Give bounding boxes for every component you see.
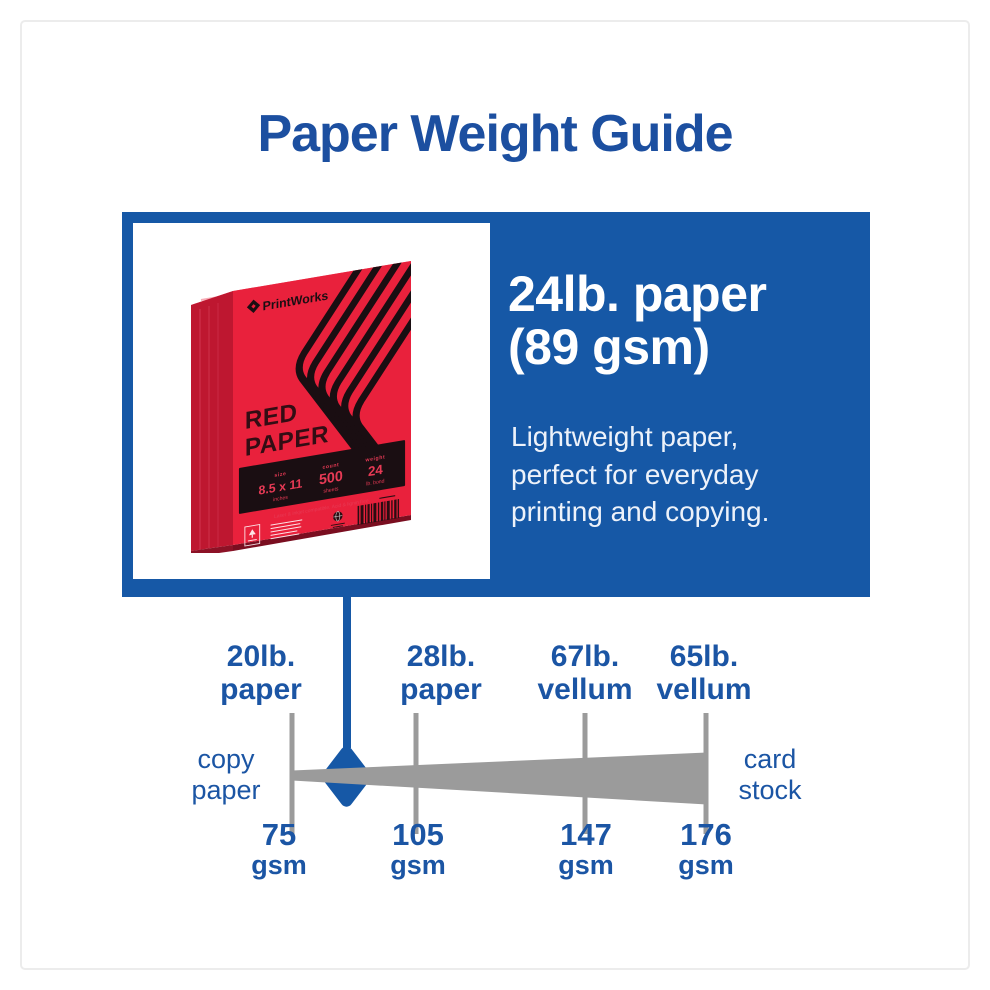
- spec-weight-label: weight: [365, 454, 386, 463]
- weight-scale-graphic: [289, 713, 709, 834]
- scale-point-label-28lb: 28lb. paper: [400, 640, 482, 706]
- spec-size-unit: inches: [273, 495, 288, 504]
- page-title: Paper Weight Guide: [257, 105, 733, 163]
- barcode: [357, 495, 400, 525]
- right-end-label: card stock: [738, 744, 802, 805]
- scale-point-label-67lb: 67lb. vellum: [537, 640, 633, 706]
- weight-guide-panel: PrintWorks RED PAPER size 8.5 x 11 inche…: [122, 212, 870, 597]
- feature-heading-line2: (89 gsm): [508, 319, 710, 375]
- spec-band: size 8.5 x 11 inches count 500 sheets we…: [238, 440, 406, 514]
- left-end-label: copy paper: [191, 744, 261, 805]
- gsm-label-176: 176 gsm: [678, 817, 734, 880]
- product-photo-panel: PrintWorks RED PAPER size 8.5 x 11 inche…: [133, 223, 490, 579]
- feature-heading: 24lb. paper (89 gsm): [508, 268, 767, 374]
- scale-point-label-65lb: 65lb. vellum: [656, 640, 752, 706]
- connector-line: [343, 596, 351, 748]
- ream-side-edge: [191, 291, 233, 551]
- spec-count-value: 500: [319, 468, 343, 488]
- spec-size-label: size: [274, 471, 286, 479]
- feature-description: Lightweight paper, perfect for everyday …: [511, 418, 769, 531]
- page-frame: [20, 20, 970, 970]
- spec-count-label: count: [322, 462, 339, 471]
- spec-weight-unit: lb. bond: [366, 478, 384, 487]
- scale-point-label-20lb: 20lb. paper: [220, 640, 302, 706]
- gsm-label-75: 75 gsm: [251, 817, 307, 880]
- spec-count-unit: sheets: [323, 486, 338, 495]
- scale-wedge: [292, 752, 707, 805]
- legal-text-block: [270, 519, 303, 540]
- certification-icon: [244, 523, 261, 547]
- feature-description-line1: Lightweight paper,: [511, 421, 739, 452]
- feature-heading-line1: 24lb. paper: [508, 266, 767, 322]
- chevron-stripes-graphic: [295, 260, 412, 471]
- globe-icon: [330, 511, 345, 528]
- gsm-label-147: 147 gsm: [558, 817, 614, 880]
- feature-description-line2: perfect for everyday: [511, 458, 759, 490]
- feature-description-line3: printing and copying.: [511, 496, 770, 527]
- spec-weight-value: 24: [368, 462, 383, 480]
- gsm-label-105: 105 gsm: [390, 817, 446, 880]
- paper-ream-image: PrintWorks RED PAPER size 8.5 x 11 inche…: [191, 260, 412, 553]
